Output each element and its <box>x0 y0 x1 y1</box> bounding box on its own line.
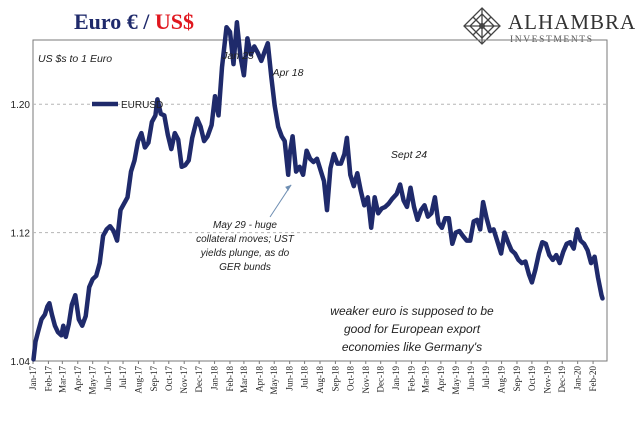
series-line-eurusd <box>31 20 605 362</box>
y-tick-label: 1.20 <box>11 100 31 111</box>
x-tick-label: Apr-17 <box>73 366 83 392</box>
x-tick-label: Dec-19 <box>557 366 567 393</box>
plot-area-frame <box>32 39 608 362</box>
y-tick-label: 1.12 <box>11 229 31 240</box>
x-tick-label: Sep-17 <box>149 366 159 392</box>
x-tick-label: Sep-18 <box>330 366 340 392</box>
annotation-may-29-line: May 29 - huge <box>213 220 277 231</box>
annotation-arrowhead <box>285 184 292 191</box>
x-tick-label: May-18 <box>269 366 279 395</box>
x-tick-label: Jan-20 <box>573 366 583 390</box>
x-tick-label: Jan-17 <box>28 366 38 390</box>
y-tick-label: 1.04 <box>11 357 31 368</box>
x-tick-label: Aug-19 <box>497 366 507 394</box>
x-tick-label: Aug-18 <box>315 366 325 394</box>
x-tick-label: Mar-19 <box>420 366 430 393</box>
x-tick-label: May-17 <box>88 366 98 395</box>
x-tick-label: Feb-18 <box>225 366 235 392</box>
annotation-may-29-line: collateral moves; UST <box>196 234 295 245</box>
title-part-usd: US$ <box>154 9 195 34</box>
x-tick-label: Jan-18 <box>210 366 220 390</box>
x-tick-label: Apr-19 <box>436 366 446 392</box>
x-tick-label: Jul-17 <box>118 366 128 389</box>
x-tick-label: Aug-17 <box>133 366 143 394</box>
annotation-may-29-line: GER bunds <box>219 262 271 273</box>
annotation-sept-24: Sept 24 <box>391 149 427 161</box>
x-tick-label: Dec-17 <box>194 366 204 393</box>
x-tick-label: Jun-18 <box>285 366 295 391</box>
x-tick-label: Apr-18 <box>254 366 264 392</box>
x-tick-label: Jul-19 <box>481 366 491 389</box>
x-tick-label: Sep-19 <box>512 366 522 392</box>
x-tick-label: Dec-18 <box>376 366 386 393</box>
legend-label-eurusd: EURUSD <box>121 100 163 111</box>
x-tick-label: Jun-19 <box>466 366 476 391</box>
x-tick-label: Nov-19 <box>542 366 552 394</box>
x-tick-label: Jan-19 <box>391 366 401 390</box>
diamond-lattice-icon <box>463 7 501 45</box>
x-tick-label: Oct-19 <box>527 366 537 391</box>
y-axis-label: US $s to 1 Euro <box>38 53 112 65</box>
annotation-jan-25: Jan 25 <box>221 50 254 62</box>
annotation-arrow <box>269 184 292 218</box>
x-tick-label: Mar-17 <box>57 366 67 393</box>
logo-name: ALHAMBRA <box>508 10 637 34</box>
title-part-euro: Euro € / <box>74 9 155 34</box>
chart-title: Euro € / US$ <box>74 9 194 35</box>
x-tick-label: Nov-18 <box>361 366 371 394</box>
x-tick-label: Oct-18 <box>345 366 355 391</box>
x-tick-label: Feb-20 <box>588 366 598 392</box>
annotation-may-29-line: yields plunge, as do <box>200 248 290 259</box>
annotation-apr-18: Apr 18 <box>272 67 304 79</box>
annotation-weaker-euro-line: economies like Germany's <box>342 340 482 354</box>
x-tick-label: Feb-17 <box>43 366 53 392</box>
x-tick-label: Oct-17 <box>164 366 174 391</box>
x-tick-label: Nov-17 <box>179 366 189 394</box>
annotation-weaker-euro-line: good for European export <box>344 322 481 336</box>
x-tick-label: Jul-18 <box>300 366 310 389</box>
x-tick-label: Jun-17 <box>103 366 113 391</box>
x-tick-label: Feb-19 <box>407 366 417 392</box>
x-tick-label: May-19 <box>451 366 461 395</box>
annotation-weaker-euro-line: weaker euro is supposed to be <box>330 304 494 318</box>
x-tick-label: Mar-18 <box>239 366 249 393</box>
